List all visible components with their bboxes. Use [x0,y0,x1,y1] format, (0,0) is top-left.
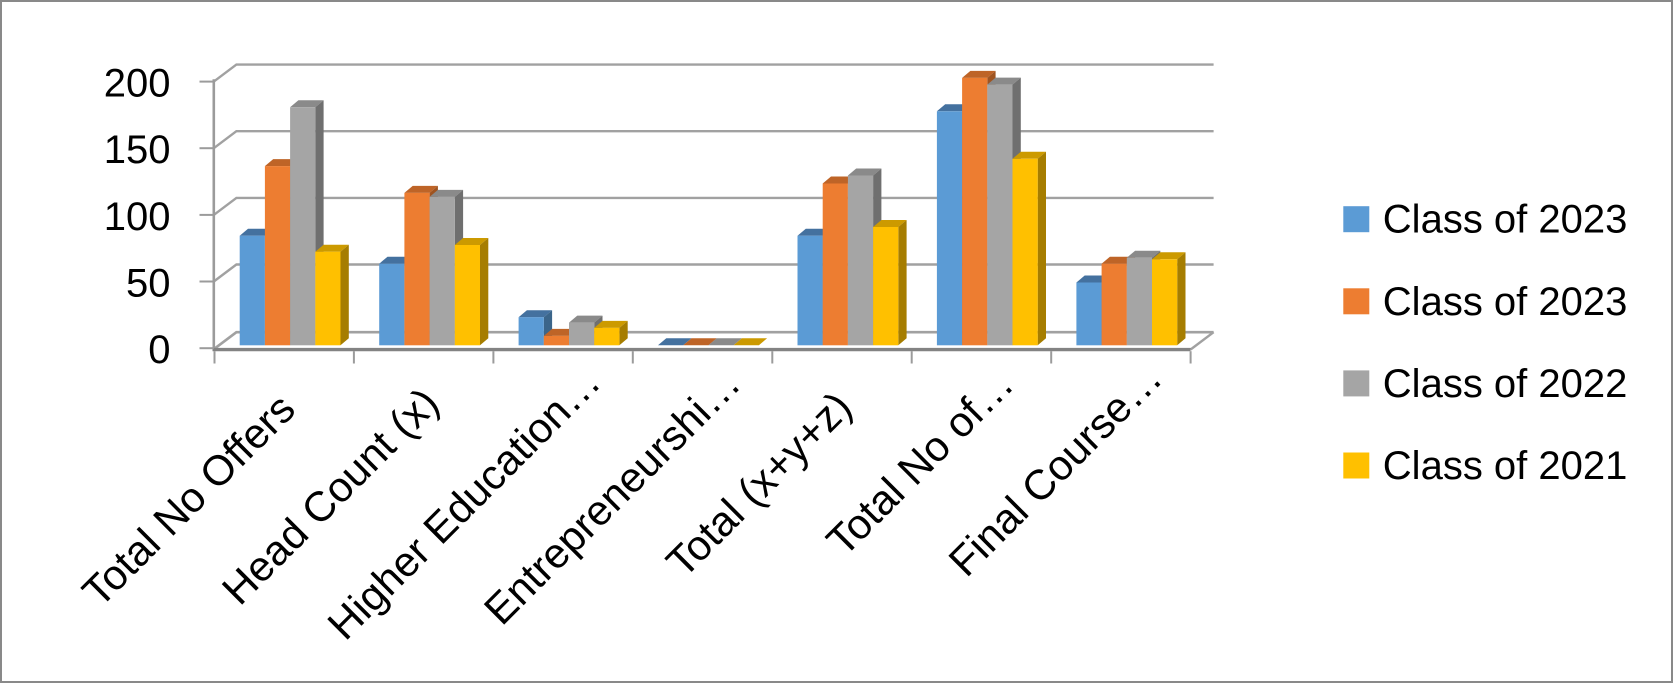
svg-text:Class of 2021: Class of 2021 [1383,444,1628,488]
svg-text:200: 200 [104,62,171,106]
svg-text:50: 50 [126,262,171,306]
svg-text:0: 0 [148,328,170,372]
svg-text:Class of 2023: Class of 2023 [1383,280,1628,324]
svg-text:100: 100 [104,195,171,239]
svg-text:Class of 2022: Class of 2022 [1383,362,1628,406]
svg-text:150: 150 [104,128,171,172]
svg-text:Class of 2023: Class of 2023 [1383,198,1628,242]
